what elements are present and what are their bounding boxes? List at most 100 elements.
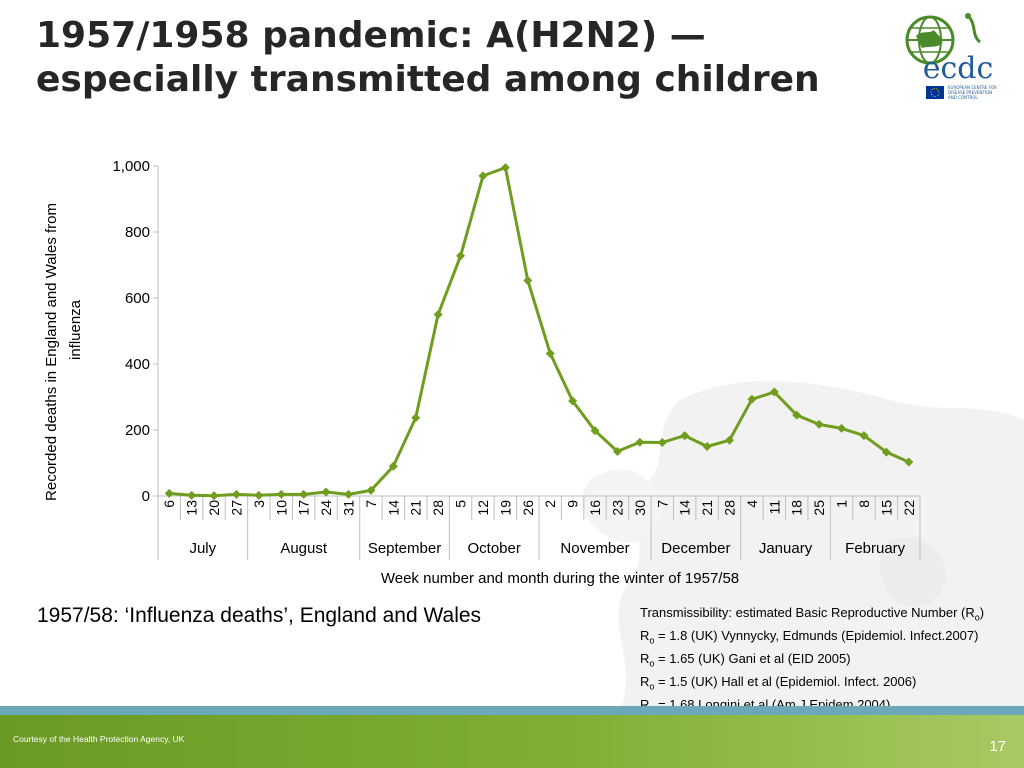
y-axis-label-line-2: influenza [67,299,84,360]
month-label: January [759,540,813,557]
month-label: November [560,540,629,557]
x-tick-label: 20 [206,500,222,516]
x-tick-label: 13 [184,500,200,516]
month-label: October [467,540,520,557]
data-point [881,447,891,457]
y-axis-label-line-1: Recorded deaths in England and Wales fro… [43,203,60,501]
data-point [388,461,398,471]
data-point [769,387,779,397]
data-point [209,491,219,501]
footer-accent-bar [0,706,1024,715]
x-tick-label: 30 [632,500,648,516]
y-tick-label: 0 [142,488,150,505]
x-tick-label: 12 [475,500,491,516]
logo-caption-2: DISEASE PREVENTION [948,90,992,95]
data-point [478,171,488,181]
logo-caption-3: AND CONTROL [948,95,978,100]
month-label: February [845,540,906,557]
data-point [680,431,690,441]
background-map-decoration [581,381,1024,710]
data-point [500,163,510,173]
x-tick-label: 4 [744,500,760,508]
ro-entry: Ro = 1.5 (UK) Hall et al (Epidemiol. Inf… [640,674,917,692]
data-point [747,394,757,404]
data-point [299,489,309,499]
transmissibility-heading: Transmissibility: estimated Basic Reprod… [640,605,985,623]
x-tick-label: 15 [878,500,894,516]
x-tick-label: 18 [789,500,805,516]
series-line [169,166,910,498]
y-tick-label: 400 [125,356,150,373]
x-tick-label: 28 [430,500,446,516]
globe-icon [905,13,982,65]
slide-title-line-2: especially transmitted among children [36,59,820,100]
y-tick-label: 1,000 [112,158,150,175]
data-point [231,489,241,499]
ecdc-logo: ecdc EUROPEAN CENTRE FOR DISEASE PREVENT… [905,13,997,100]
data-point [702,442,712,451]
data-point [837,423,847,433]
x-tick-label: 6 [161,500,177,508]
x-tick-label: 17 [296,500,312,516]
y-tick-label: 600 [125,290,150,307]
data-point [456,251,466,261]
data-point [904,457,914,467]
ro-entry: Ro = 1.65 (UK) Gani et al (EID 2005) [640,651,851,669]
data-point [657,438,667,448]
x-tick-label: 8 [856,500,872,508]
x-tick-label: 21 [408,500,424,516]
x-tick-label: 3 [251,500,267,508]
x-tick-label: 19 [497,500,513,516]
x-tick-label: 16 [587,500,603,516]
footer-bar [0,715,1024,768]
x-tick-label: 1 [834,500,850,508]
courtesy-note: Courtesy of the Health Protection Agency… [13,734,185,744]
data-point [792,410,802,420]
month-label: September [368,540,441,557]
x-tick-label: 21 [699,500,715,516]
x-tick-label: 5 [453,500,469,508]
month-label: July [189,540,216,557]
data-point [814,419,824,429]
x-tick-label: 7 [654,500,670,508]
data-point [411,413,421,423]
series-deaths [164,163,914,501]
data-point [366,485,376,495]
x-tick-label: 23 [609,500,625,516]
slide-title-line-1: 1957/1958 pandemic: A(H2N2) — [36,15,706,56]
data-point [321,487,331,497]
data-point [164,488,174,498]
y-tick-label: 200 [125,422,150,439]
x-tick-label: 26 [520,500,536,516]
x-tick-label: 2 [542,500,558,508]
x-tick-label: 14 [385,500,401,516]
data-point [612,446,622,456]
x-tick-label: 28 [722,500,738,516]
data-point [590,426,600,436]
x-tick-label: 31 [341,500,357,516]
data-point [433,310,443,319]
y-axis: 0 200 400 600 800 1,000 [112,158,159,505]
logo-text: ecdc [923,51,994,86]
data-point [254,490,264,500]
slide-title: 1957/1958 pandemic: A(H2N2) — especially… [36,14,876,102]
x-axis-label: Week number and month during the winter … [381,570,739,587]
x-tick-label: 7 [363,500,379,508]
page-number: 17 [989,738,1006,755]
y-tick-label: 800 [125,224,150,241]
x-tick-label: 22 [901,500,917,516]
transmissibility-box: Transmissibility: estimated Basic Reprod… [640,604,1020,719]
data-point [523,276,533,286]
x-tick-label: 11 [766,500,782,515]
data-point [568,396,578,406]
chart-subtitle: 1957/58: ‘Influenza deaths’, England and… [37,604,482,627]
data-point [859,431,869,441]
month-label: December [661,540,730,557]
month-label: August [280,540,328,557]
x-tick-label: 14 [677,500,693,516]
data-point [276,489,286,499]
x-tick-label: 24 [318,500,334,516]
data-point [635,437,645,447]
data-point [725,435,734,445]
